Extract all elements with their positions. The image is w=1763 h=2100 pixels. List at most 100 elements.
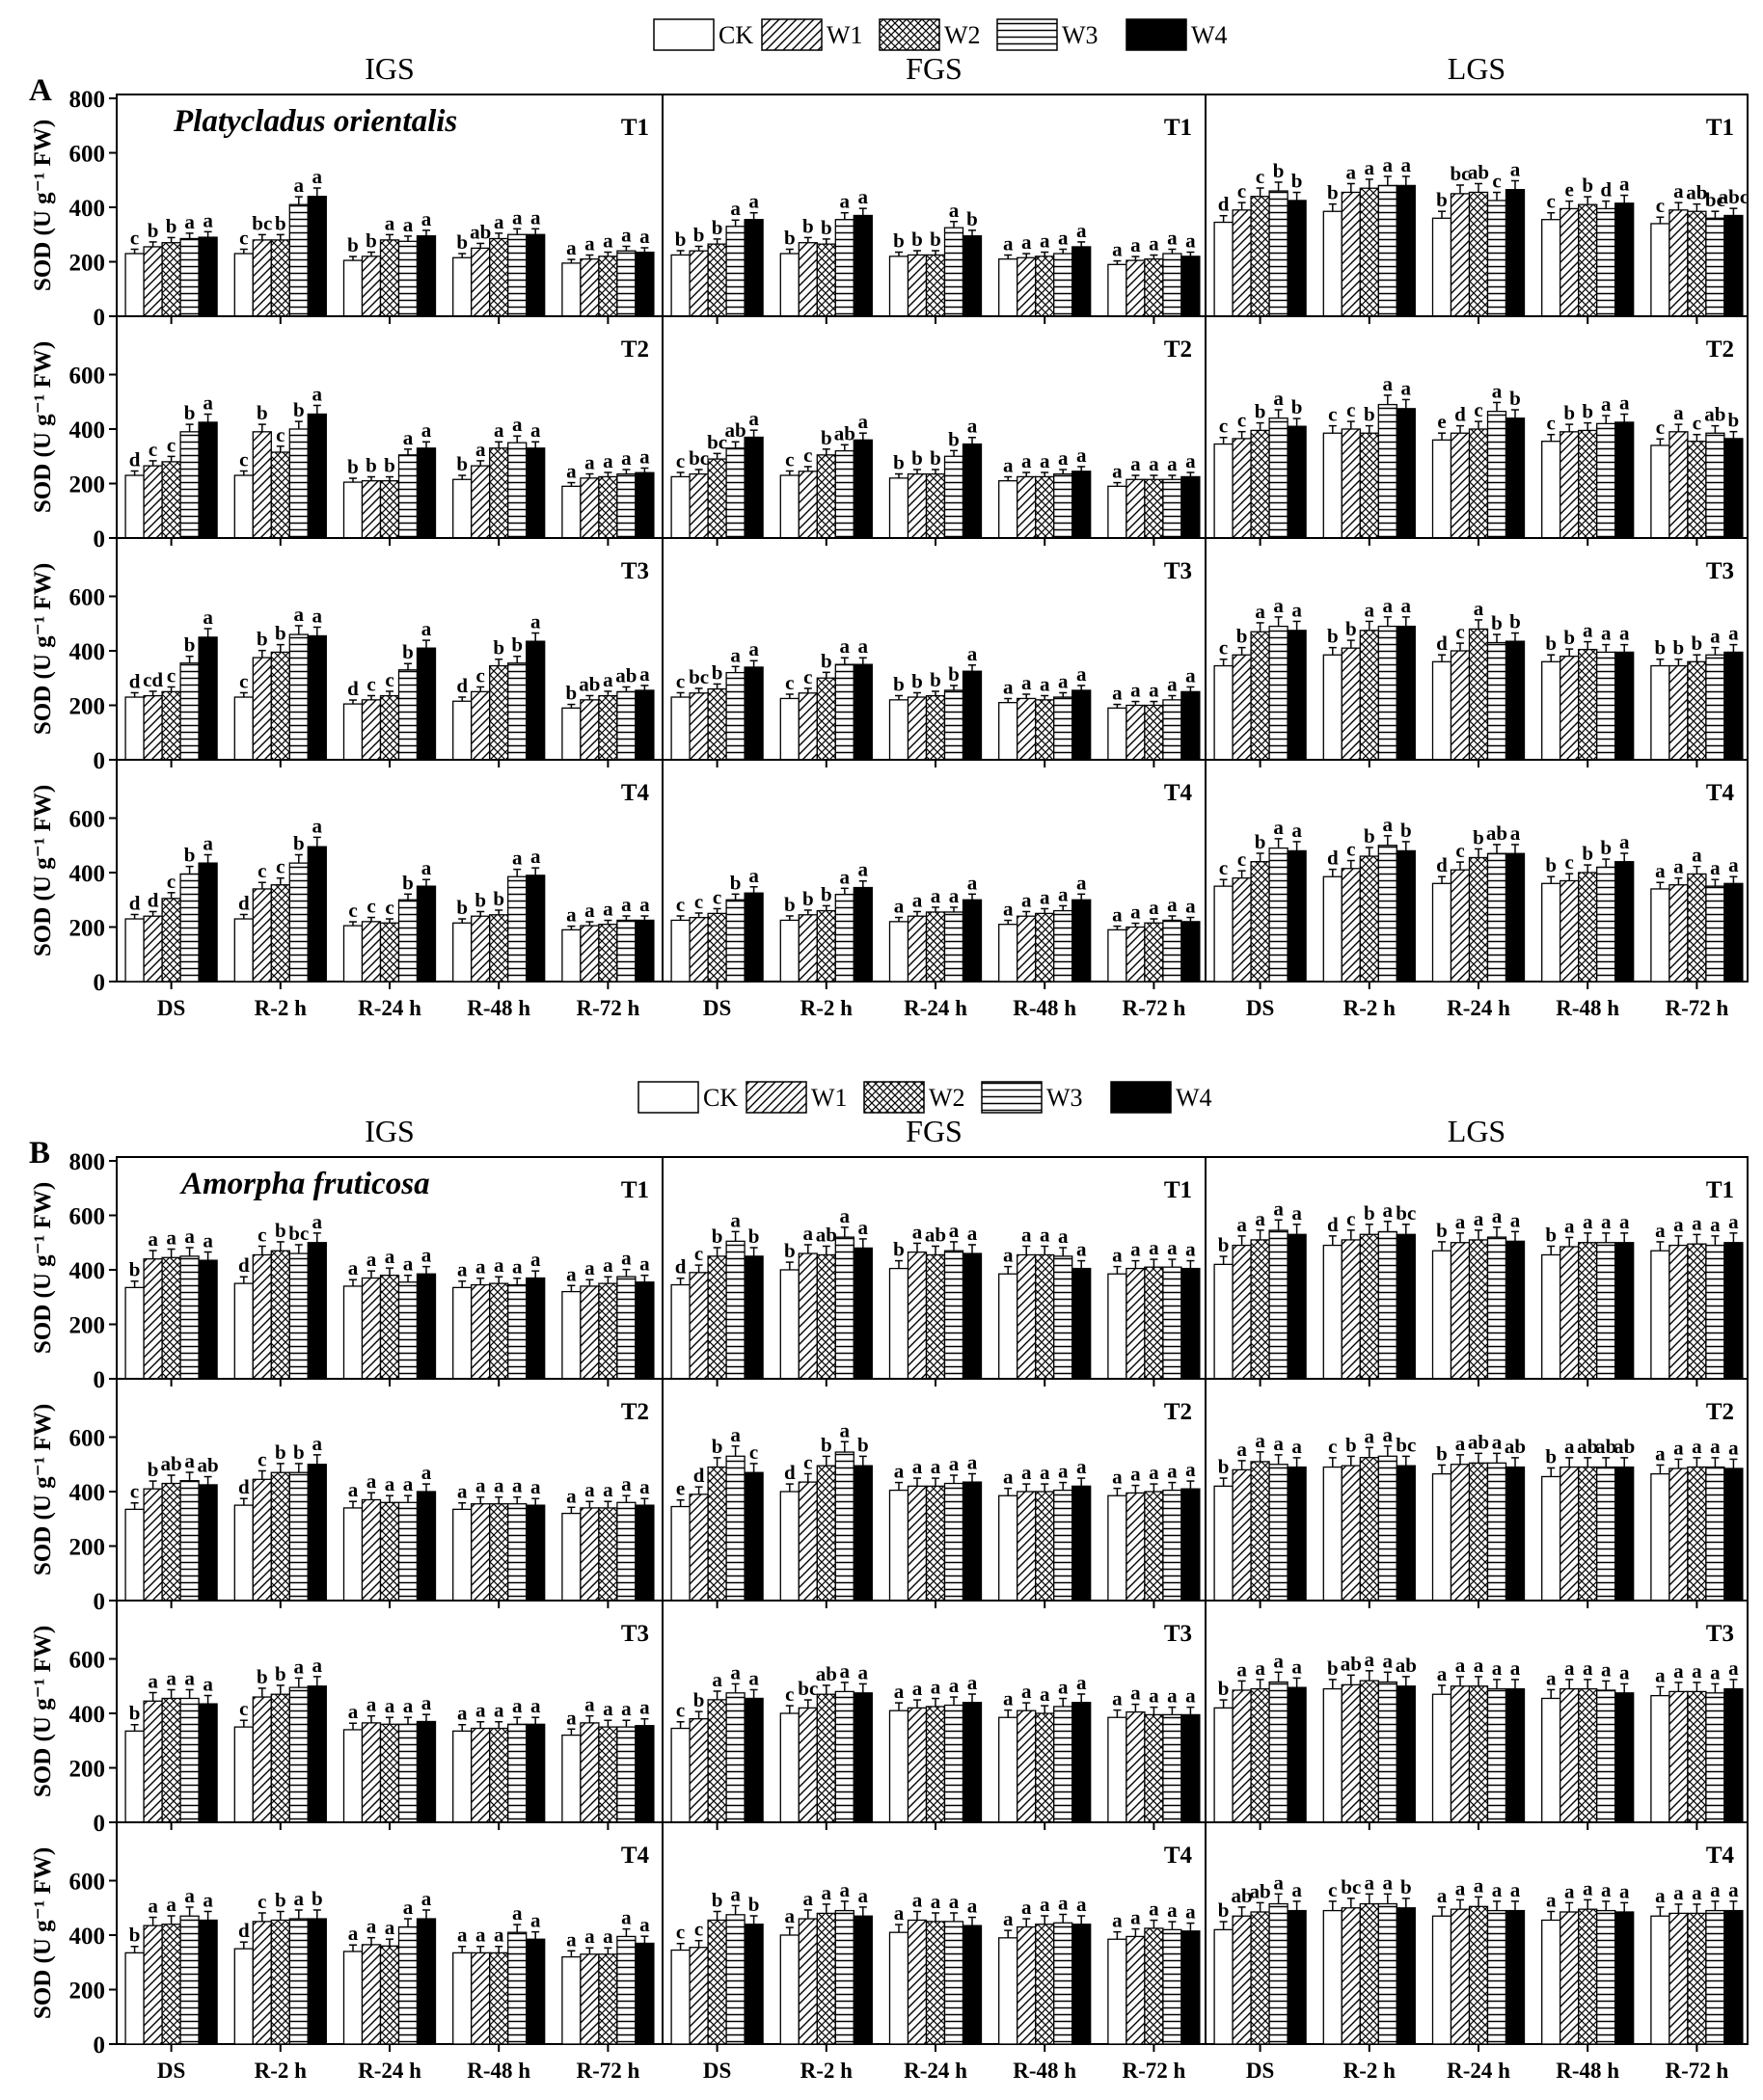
significance-letter: b: [1545, 1444, 1557, 1467]
bar-w4: [744, 1471, 764, 1602]
bar-w4: [1505, 1909, 1526, 2045]
significance-letter: b: [712, 216, 723, 239]
bar-w3: [1053, 1489, 1073, 1602]
bar-w3: [725, 1914, 746, 2045]
y-tick-label: 400: [69, 861, 106, 887]
significance-letter: a: [1003, 1907, 1014, 1930]
significance-letter: a: [203, 1888, 213, 1911]
bar-w3: [1268, 1681, 1288, 1823]
bar-w4: [198, 1919, 218, 2045]
bar-w2: [707, 687, 727, 761]
significance-letter: c: [1346, 398, 1355, 421]
bar-w4: [1396, 1233, 1416, 1380]
significance-letter: a: [1728, 1878, 1739, 1901]
significance-letter: a: [494, 418, 504, 442]
significance-letter: c: [749, 1440, 758, 1464]
significance-letter: b: [148, 219, 159, 242]
bar-w1: [1341, 868, 1361, 983]
bar-w1: [1232, 1468, 1252, 1602]
significance-letter: c: [258, 1223, 266, 1246]
bar-w3: [1162, 478, 1182, 539]
significance-letter: a: [822, 1881, 832, 1904]
bar-ck: [670, 696, 691, 761]
significance-letter: a: [1076, 1455, 1087, 1478]
bar-w3: [1377, 1902, 1397, 2045]
bar-ck: [452, 1952, 473, 2045]
legend-label-w4: W4: [1176, 1084, 1212, 1112]
bar-ck: [1650, 444, 1670, 539]
significance-letter: a: [621, 446, 632, 470]
bar-w1: [1450, 432, 1471, 539]
significance-letter: a: [1058, 882, 1069, 905]
significance-letter: b: [821, 426, 832, 449]
bar-ck: [452, 478, 473, 539]
bar-w1: [1232, 1244, 1252, 1380]
bar-w3: [507, 1283, 528, 1380]
significance-letter: a: [1655, 859, 1666, 882]
bar-w2: [489, 1727, 509, 1823]
significance-letter: a: [1365, 598, 1375, 621]
bar-w1: [1232, 877, 1252, 983]
bar-ck: [233, 918, 254, 983]
bar-ck: [998, 480, 1018, 539]
bar-w3: [1705, 1692, 1725, 1823]
bar-w1: [907, 1251, 928, 1380]
bar-w3: [179, 873, 200, 983]
bar-w1: [1450, 1685, 1471, 1823]
bar-w4: [1723, 882, 1744, 983]
significance-letter: a: [348, 1922, 359, 1945]
significance-letter: a: [475, 1699, 486, 1722]
bar-w2: [1250, 631, 1270, 761]
bar-w1: [471, 1283, 491, 1380]
legend-swatch-w3: [981, 1081, 1043, 1114]
bar-ck: [888, 477, 909, 539]
bar-w2: [161, 461, 181, 539]
bar-w3: [507, 875, 528, 983]
bar-ck: [1213, 664, 1234, 761]
bar-w3: [1377, 625, 1397, 761]
significance-letter: b: [712, 1888, 723, 1911]
significance-letter: e: [1565, 178, 1574, 202]
bar-ck: [1322, 1244, 1343, 1380]
bar-w1: [1560, 431, 1580, 539]
bar-w1: [1560, 656, 1580, 761]
significance-letter: a: [1619, 1210, 1630, 1233]
y-axis-label: SOD (U g⁻¹ FW): [30, 1404, 56, 1575]
bar-w1: [580, 925, 600, 983]
bar-w2: [1687, 210, 1707, 317]
significance-letter: b: [893, 229, 905, 252]
y-tick-label: 0: [94, 2033, 106, 2059]
bar-w4: [635, 1504, 655, 1602]
stage-title-fgs: FGS: [906, 51, 963, 86]
bar-ck: [1431, 660, 1452, 761]
significance-letter: b: [1255, 400, 1266, 423]
bar-w2: [161, 1256, 181, 1380]
legend-label-w2: W2: [929, 1084, 965, 1112]
significance-letter: b: [893, 672, 905, 695]
bar-w3: [288, 1471, 309, 1602]
bar-w4: [1287, 425, 1307, 539]
bar-w1: [580, 1285, 600, 1380]
bar-ck: [779, 1269, 800, 1380]
bar-w3: [1162, 253, 1182, 317]
bar-w2: [707, 1919, 727, 2045]
bar-w4: [1396, 625, 1416, 761]
significance-letter: b: [966, 207, 978, 230]
significance-letter: a: [1040, 672, 1050, 695]
bar-w1: [143, 465, 163, 539]
bar-w1: [907, 1707, 928, 1823]
bar-ck: [1322, 1466, 1343, 1602]
significance-letter: c: [694, 1242, 703, 1265]
bar-w4: [635, 251, 655, 317]
bar-w4: [198, 236, 218, 317]
y-tick-label: 0: [94, 1367, 106, 1393]
bar-ck: [670, 1505, 691, 1602]
x-category-label: DS: [703, 996, 731, 1020]
significance-letter: a: [1564, 1435, 1575, 1458]
y-tick-label: 0: [94, 748, 106, 774]
significance-letter: a: [512, 413, 523, 436]
significance-letter: a: [348, 1256, 359, 1279]
bar-w4: [853, 663, 873, 761]
